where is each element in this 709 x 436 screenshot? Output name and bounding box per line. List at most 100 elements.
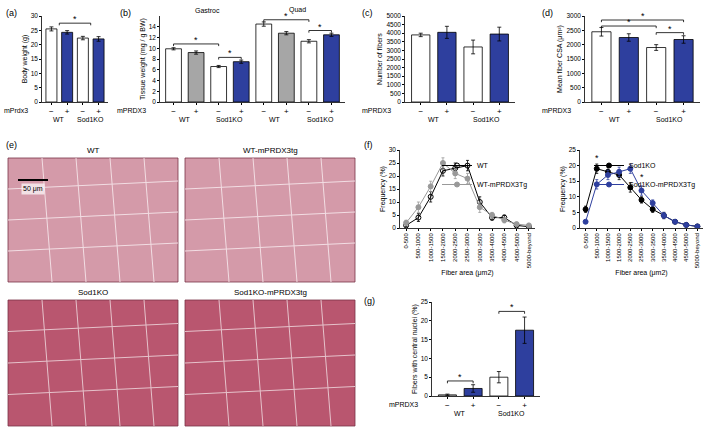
svg-text:*: * (228, 48, 232, 58)
svg-text:3000-3500: 3000-3500 (650, 233, 656, 262)
svg-text:4500-5000: 4500-5000 (514, 233, 520, 262)
svg-text:15: 15 (31, 55, 39, 62)
svg-text:*: * (668, 24, 672, 34)
svg-text:4500-5000: 4500-5000 (683, 233, 689, 262)
svg-text:WT: WT (53, 116, 65, 123)
svg-text:14: 14 (149, 23, 157, 30)
svg-text:0: 0 (34, 98, 38, 105)
svg-text:25: 25 (389, 159, 397, 166)
svg-text:*: * (318, 22, 322, 32)
svg-text:0: 0 (152, 98, 156, 105)
svg-text:0: 0 (572, 224, 576, 231)
svg-text:Sod1KO-mPRDX3Tg: Sod1KO-mPRDX3Tg (629, 181, 695, 189)
svg-text:+: + (522, 401, 527, 410)
svg-text:2000: 2000 (386, 64, 401, 71)
svg-text:Sod1KO-mPRDX3tg: Sod1KO-mPRDX3tg (234, 288, 307, 297)
svg-text:20: 20 (421, 317, 429, 324)
svg-text:4500: 4500 (386, 21, 401, 28)
svg-text:1500-2000: 1500-2000 (616, 233, 622, 262)
svg-text:−: − (81, 107, 86, 116)
svg-text:−: − (445, 401, 450, 410)
svg-text:(g): (g) (364, 296, 375, 306)
svg-text:1500: 1500 (566, 55, 581, 62)
svg-text:+: + (329, 107, 334, 116)
svg-text:Fibers with central nuclei (%): Fibers with central nuclei (%) (411, 304, 419, 394)
svg-text:−: − (418, 107, 423, 116)
svg-text:15: 15 (569, 177, 577, 184)
svg-text:Sod1KO: Sod1KO (216, 116, 243, 123)
svg-text:3000: 3000 (566, 12, 581, 19)
svg-text:+: + (626, 107, 631, 116)
svg-text:5: 5 (392, 211, 396, 218)
svg-text:Mean fiber CSA (μm²): Mean fiber CSA (μm²) (556, 25, 564, 93)
svg-text:+: + (445, 107, 450, 116)
svg-text:2000-2500: 2000-2500 (452, 233, 458, 262)
svg-text:*: * (627, 17, 631, 27)
svg-text:0: 0 (424, 392, 428, 399)
svg-text:Gastroc: Gastroc (195, 7, 220, 14)
svg-text:+: + (239, 107, 244, 116)
svg-text:20: 20 (569, 162, 577, 169)
svg-text:2500: 2500 (386, 55, 401, 62)
svg-text:Frequency (%): Frequency (%) (379, 166, 387, 212)
svg-text:5000-beyond: 5000-beyond (694, 233, 700, 268)
svg-text:Fiber area (μm2): Fiber area (μm2) (615, 269, 667, 277)
svg-text:Frequency (%): Frequency (%) (559, 166, 567, 212)
svg-text:−: − (216, 107, 221, 116)
svg-text:Number of fibers: Number of fibers (376, 33, 383, 85)
svg-text:5: 5 (424, 373, 428, 380)
svg-text:25: 25 (569, 146, 577, 153)
svg-text:25: 25 (421, 298, 429, 305)
svg-text:+: + (65, 107, 70, 116)
svg-text:mPRDX3: mPRDX3 (542, 107, 571, 114)
svg-text:2000-2500: 2000-2500 (627, 233, 633, 262)
svg-text:5: 5 (572, 209, 576, 216)
svg-text:−: − (654, 107, 659, 116)
svg-text:10: 10 (149, 45, 157, 52)
svg-text:−: − (307, 107, 312, 116)
svg-text:0: 0 (397, 98, 401, 105)
svg-text:1500-2000: 1500-2000 (440, 233, 446, 262)
svg-text:−: − (171, 107, 176, 116)
svg-text:−: − (599, 107, 604, 116)
svg-text:−: − (261, 107, 266, 116)
svg-text:4000-4500: 4000-4500 (672, 233, 678, 262)
svg-text:Fiber area (μm2): Fiber area (μm2) (441, 269, 493, 277)
svg-text:5000-beyond: 5000-beyond (526, 233, 532, 268)
svg-text:Quad: Quad (289, 6, 306, 14)
svg-text:−: − (497, 401, 502, 410)
svg-text:1000: 1000 (386, 81, 401, 88)
svg-text:10: 10 (569, 193, 577, 200)
svg-text:500-1000: 500-1000 (415, 233, 421, 259)
svg-text:8: 8 (152, 55, 156, 62)
svg-text:Sod1KO: Sod1KO (78, 288, 108, 297)
svg-text:25: 25 (31, 27, 39, 34)
svg-text:(a): (a) (6, 8, 17, 18)
svg-text:1000-1500: 1000-1500 (605, 233, 611, 262)
svg-text:0-500: 0-500 (583, 233, 589, 249)
svg-text:Body weight (g): Body weight (g) (21, 35, 29, 84)
svg-text:50 μm: 50 μm (23, 185, 43, 193)
svg-text:3500-4000: 3500-4000 (489, 233, 495, 262)
svg-text:Sod1KO: Sod1KO (498, 410, 525, 417)
svg-text:(d): (d) (542, 8, 553, 18)
svg-text:3500-4000: 3500-4000 (661, 233, 667, 262)
svg-text:*: * (73, 14, 77, 24)
svg-text:30: 30 (31, 12, 39, 19)
svg-text:10: 10 (31, 70, 39, 77)
svg-text:(c): (c) (362, 8, 373, 18)
svg-text:+: + (497, 107, 502, 116)
svg-text:500: 500 (390, 90, 401, 97)
svg-text:WT: WT (87, 146, 100, 155)
svg-text:500-1000: 500-1000 (594, 233, 600, 259)
svg-text:3000-3500: 3000-3500 (477, 233, 483, 262)
svg-text:2000: 2000 (566, 41, 581, 48)
svg-text:1000-1500: 1000-1500 (428, 233, 434, 262)
svg-text:12: 12 (149, 34, 157, 41)
svg-text:10: 10 (389, 198, 397, 205)
svg-text:*: * (640, 172, 644, 182)
svg-text:30: 30 (389, 146, 397, 153)
svg-text:4000: 4000 (386, 29, 401, 36)
svg-text:Tissue weight (mg / g BW): Tissue weight (mg / g BW) (139, 18, 147, 100)
svg-text:10: 10 (421, 355, 429, 362)
